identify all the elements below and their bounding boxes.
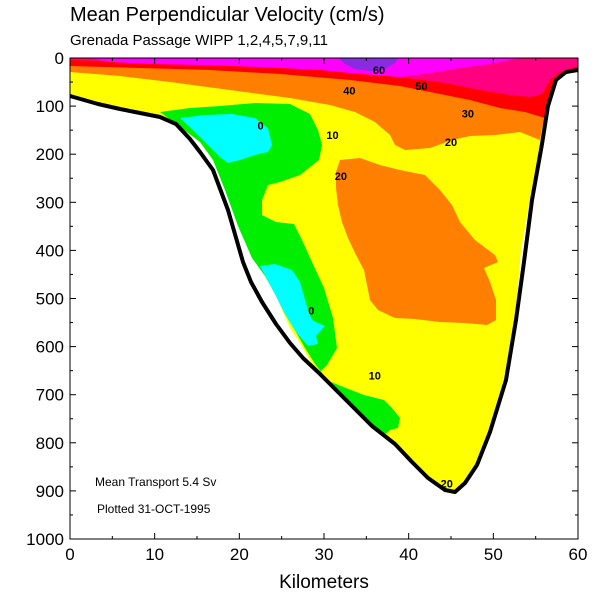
bottom-profile-line bbox=[69, 68, 579, 494]
x-tick-label: 0 bbox=[65, 545, 74, 564]
region-negative-upper bbox=[180, 114, 272, 163]
contour-label: 40 bbox=[343, 86, 355, 98]
mean-transport-note: Mean Transport 5.4 Sv bbox=[95, 475, 216, 489]
y-tick-label: 400 bbox=[36, 241, 64, 260]
contour-label: 30 bbox=[462, 108, 474, 120]
y-tick-label: 0 bbox=[55, 49, 64, 68]
contour-label-layer: 60 50 40 30 20 10 20 0 0 10 20 bbox=[257, 65, 474, 491]
y-tick-label: 500 bbox=[36, 290, 64, 309]
x-axis-title: Kilometers bbox=[279, 572, 369, 593]
contour-label: 20 bbox=[445, 137, 457, 149]
contour-label: 0 bbox=[257, 120, 263, 132]
region-20-30-interior bbox=[336, 158, 498, 325]
contour-label: 10 bbox=[326, 130, 338, 142]
plotted-date-note: Plotted 31-OCT-1995 bbox=[97, 502, 211, 516]
land-mask bbox=[70, 70, 578, 539]
x-tick-label: 60 bbox=[569, 545, 588, 564]
x-tick-label: 50 bbox=[484, 545, 503, 564]
region-negative-lower bbox=[260, 264, 325, 346]
y-tick-label: 200 bbox=[36, 145, 64, 164]
y-tick-label: 900 bbox=[36, 482, 64, 501]
x-tick-label: 10 bbox=[145, 545, 164, 564]
region-50-60 bbox=[90, 58, 520, 77]
chart-title: Mean Perpendicular Velocity (cm/s) bbox=[70, 4, 385, 26]
contour-label: 20 bbox=[335, 171, 347, 183]
y-tick-label: 1000 bbox=[26, 530, 64, 549]
x-tick-label: 30 bbox=[315, 545, 334, 564]
chart-subtitle: Grenada Passage WIPP 1,2,4,5,7,9,11 bbox=[70, 32, 328, 49]
contour-label: 10 bbox=[369, 370, 381, 382]
y-tick-label: 600 bbox=[36, 338, 64, 357]
y-tick-label: 100 bbox=[36, 97, 64, 116]
contour-label: 50 bbox=[415, 81, 427, 93]
contour-fills bbox=[70, 58, 578, 492]
contour-label: 0 bbox=[308, 306, 314, 318]
contour-label: 20 bbox=[441, 479, 453, 491]
region-above-60 bbox=[338, 58, 398, 71]
y-tick-label: 700 bbox=[36, 386, 64, 405]
region-10-20 bbox=[70, 58, 578, 492]
contour-label: 60 bbox=[373, 65, 385, 77]
x-tick-label: 20 bbox=[230, 545, 249, 564]
x-tick-label: 40 bbox=[399, 545, 418, 564]
y-tick-label: 300 bbox=[36, 193, 64, 212]
y-tick-label: 800 bbox=[36, 434, 64, 453]
